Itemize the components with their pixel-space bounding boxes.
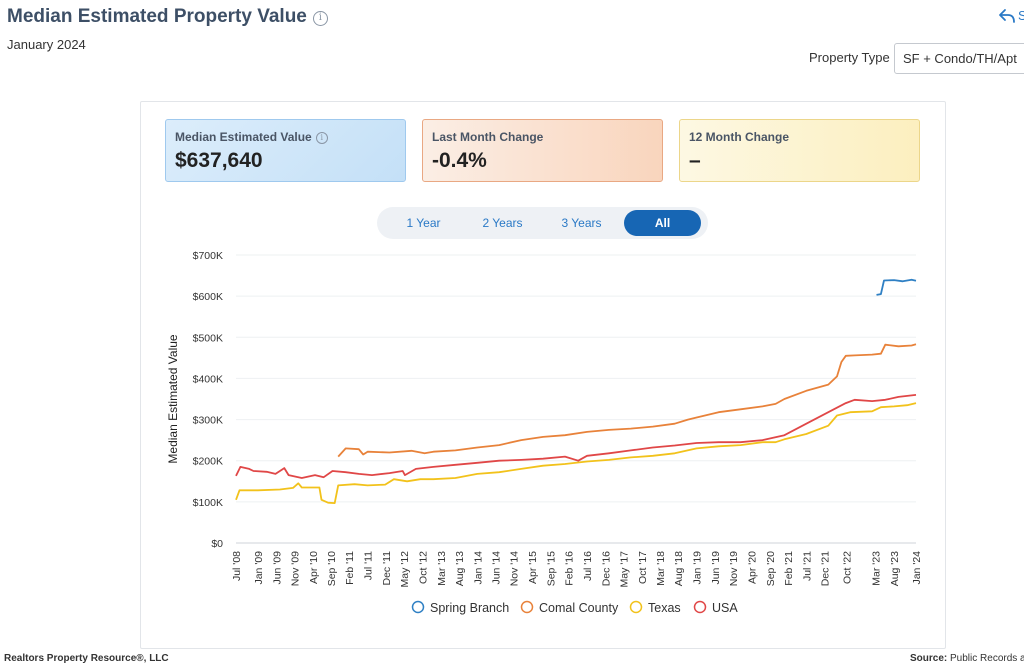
x-tick-label: Jan '24 <box>911 551 923 585</box>
legend-marker-usa[interactable] <box>693 600 707 614</box>
x-tick-label: Nov '14 <box>509 551 521 586</box>
y-tick-label: $200K <box>193 456 223 468</box>
legend-label-usa[interactable]: USA <box>712 601 738 615</box>
x-tick-label: Oct '12 <box>417 551 429 584</box>
x-tick-label: Jul '21 <box>801 551 813 581</box>
y-tick-label: $400K <box>193 373 223 385</box>
x-tick-label: Dec '21 <box>820 551 832 586</box>
last-month-change-value: -0.4% <box>432 149 487 172</box>
x-tick-label: Jul '16 <box>582 551 594 581</box>
legend-label-texas[interactable]: Texas <box>648 601 681 615</box>
legend-marker-texas[interactable] <box>629 600 643 614</box>
legend-marker-spring-branch[interactable] <box>411 600 425 614</box>
series-line-spring-branch <box>876 278 917 296</box>
x-tick-label: Aug '23 <box>889 551 901 586</box>
property-type-select[interactable]: SF + Condo/TH/Apt <box>894 43 1024 74</box>
range-tab-2-years[interactable]: 2 Years <box>482 216 523 230</box>
footer-brand: Realtors Property Resource®, LLC <box>4 653 169 664</box>
y-tick-label: $300K <box>193 415 223 427</box>
page-title: Median Estimated Property Value i <box>7 6 328 28</box>
twelve-month-change-value: – <box>689 149 701 172</box>
x-tick-label: Mar '23 <box>871 551 883 586</box>
series-line-usa <box>235 394 917 479</box>
share-icon[interactable] <box>998 8 1016 24</box>
range-tab-3-years[interactable]: 3 Years <box>561 216 602 230</box>
x-tick-label: Jan '09 <box>253 551 265 585</box>
range-tab-1-year[interactable]: 1 Year <box>406 216 441 230</box>
info-icon[interactable]: i <box>312 11 328 26</box>
time-range-selector: 1 Year 2 Years 3 Years All <box>377 207 708 239</box>
footer-source-label: Source: <box>910 653 948 664</box>
x-tick-label: Aug '18 <box>673 551 685 586</box>
last-month-change-card: Last Month Change -0.4% <box>422 119 663 182</box>
x-tick-label: Jun '19 <box>710 551 722 585</box>
y-tick-label: $600K <box>193 291 223 303</box>
series-line-comal-county <box>337 343 917 458</box>
x-tick-label: Jan '14 <box>472 551 484 585</box>
median-value-label-text: Median Estimated Value <box>175 130 312 144</box>
info-icon[interactable]: i <box>315 132 328 144</box>
page-title-text: Median Estimated Property Value <box>7 6 307 27</box>
x-tick-label: Mar '18 <box>655 551 667 586</box>
x-tick-label: Mar '13 <box>436 551 448 586</box>
range-tab-all[interactable]: All <box>624 210 701 236</box>
x-tick-label: Nov '19 <box>728 551 740 586</box>
x-tick-label: Apr '20 <box>746 551 758 584</box>
legend-label-comal-county[interactable]: Comal County <box>539 601 619 615</box>
x-tick-label: Sep '15 <box>546 551 558 586</box>
y-tick-label: $0 <box>211 538 223 550</box>
y-axis-title: Median Estimated Value <box>166 334 180 464</box>
median-value: $637,640 <box>175 149 263 172</box>
x-tick-label: Dec '16 <box>600 551 612 586</box>
x-tick-label: Jun '09 <box>271 551 283 585</box>
median-value-card-label: Median Estimated Value i <box>175 130 396 144</box>
x-tick-label: Jun '14 <box>491 551 503 585</box>
chart-panel <box>140 101 946 649</box>
x-tick-label: Sep '10 <box>326 551 338 586</box>
twelve-month-change-card: 12 Month Change – <box>679 119 920 182</box>
footer-source-value: Public Records a <box>950 653 1024 664</box>
x-tick-label: Oct '22 <box>842 551 854 584</box>
legend-label-spring-branch[interactable]: Spring Branch <box>430 601 509 615</box>
y-tick-label: $700K <box>193 250 223 262</box>
twelve-month-change-label: 12 Month Change <box>689 130 790 144</box>
x-tick-label: Oct '17 <box>637 551 649 584</box>
x-tick-label: Jul '11 <box>363 551 375 580</box>
x-tick-label: Feb '16 <box>564 551 576 586</box>
x-tick-label: Sep '20 <box>765 551 777 586</box>
property-type-label: Property Type <box>809 50 890 65</box>
x-tick-label: Feb '11 <box>344 551 356 585</box>
x-tick-label: Apr '10 <box>308 551 320 584</box>
share-label[interactable]: S <box>1018 8 1024 23</box>
last-month-change-label: Last Month Change <box>432 130 544 144</box>
y-tick-label: $500K <box>193 332 223 344</box>
footer-source: Source: Public Records a <box>910 653 1024 664</box>
x-tick-label: Feb '21 <box>783 551 795 586</box>
x-tick-label: Jul '08 <box>231 551 243 581</box>
y-tick-label: $100K <box>193 497 223 509</box>
x-tick-label: Nov '09 <box>289 551 301 586</box>
x-tick-label: May '12 <box>399 551 411 588</box>
series-line-texas <box>235 402 917 504</box>
x-tick-label: Dec '11 <box>381 551 393 586</box>
legend-marker-comal-county[interactable] <box>520 600 534 614</box>
x-tick-label: Jan '19 <box>692 551 704 585</box>
x-tick-label: May '17 <box>618 551 630 588</box>
x-tick-label: Aug '13 <box>454 551 466 586</box>
report-date: January 2024 <box>7 37 86 52</box>
median-value-card: Median Estimated Value i $637,640 <box>165 119 406 182</box>
x-tick-label: Apr '15 <box>527 551 539 584</box>
